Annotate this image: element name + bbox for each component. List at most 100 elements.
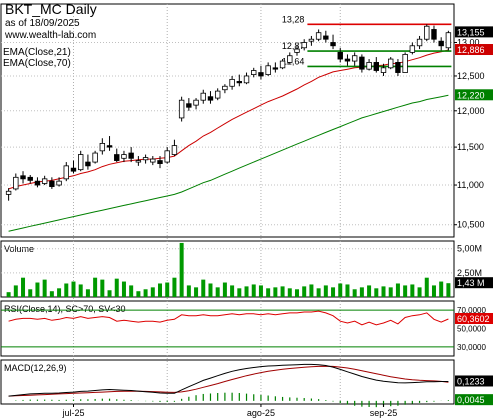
candle-body [409,45,416,53]
candle-body [359,56,365,70]
ema70-line [8,94,449,232]
macd-title: MACD(12,26,9) [4,363,67,373]
candle-body [20,175,26,180]
volume-bar [179,242,184,297]
candle-body [388,58,394,69]
candle-body [207,96,214,101]
candle-body [337,51,343,60]
candle-body [135,160,142,163]
volume-bar [417,287,422,297]
candle-body [251,70,257,75]
x-tick-label: sep-25 [370,408,398,418]
last-close-tag-bg [455,26,493,38]
candle-body [258,72,264,77]
volume-bar [100,279,105,297]
rsi-tick-label: 30,0000 [457,343,486,352]
macd-signal-line [8,365,449,397]
candle-body [301,42,307,49]
candle-body [344,58,351,62]
volume-bar [294,289,299,297]
candle-body [294,48,300,53]
volume-bar [121,281,126,297]
price-tick-label: 10,500 [457,220,485,230]
volume-bar [258,285,263,297]
volume-bar [381,286,386,297]
price-tick-label: 12,500 [457,71,485,81]
ema21-tag: 12,886 [457,45,485,55]
candle-body [323,35,329,40]
volume-bar [165,282,170,297]
candle-body [34,180,41,186]
macd-last-tag-bg [455,375,493,387]
as-of-date: as of 18/09/2025 [5,18,80,29]
candle-body [106,145,113,148]
volume-bar [266,288,271,297]
volume-bar [136,291,141,297]
volume-bar [359,287,364,297]
candle-body [63,165,69,180]
volume-bar [49,291,54,297]
volume-bar [338,283,343,297]
candle-body [351,55,358,62]
volume-bar [150,287,155,297]
candle-body [279,60,286,69]
candle-body [308,38,315,42]
volume-bar [251,284,256,297]
candle-body [114,154,120,161]
rsi-tick-label: 50,0000 [457,325,486,334]
candle-body [424,25,430,40]
volume-bar [93,277,98,297]
volume-bar [316,288,321,297]
candle-body [416,38,423,47]
candle-body [56,180,62,186]
volume-bar [345,284,350,297]
volume-bar [230,285,235,297]
candle-body [78,154,84,171]
macd-line [8,363,449,397]
candle-body [5,190,12,195]
volume-bar [237,288,242,297]
rsi-title: RSI(Close,14), SC>70, SV<30 [4,304,126,314]
volume-tick-label: 2,50M [457,268,482,278]
volume-bar [201,279,206,297]
volume-bar [273,287,278,297]
candle-body [13,176,19,190]
macd-panel [0,359,455,405]
volume-bar [186,285,191,297]
level-label: 12,87 [282,41,305,51]
candle-body [243,75,250,84]
volume-bar [107,290,112,297]
macd-last-tag: 0,1233 [457,376,485,386]
volume-bar [13,285,18,297]
volume-bar [323,285,328,297]
candle-body [380,67,387,73]
rsi-line [8,310,449,326]
volume-bar [309,284,314,297]
ema21-tag-bg [455,44,493,56]
volume-bar [331,287,336,297]
volume-bar [114,278,119,297]
candle-body [178,99,185,119]
volume-bar [388,287,393,297]
candle-body [214,90,221,99]
candle-body [41,178,48,184]
candle-body [164,150,170,163]
volume-bar [395,283,400,297]
rsi-last-tag: 60,3602 [457,314,490,324]
ema70-tag-bg [455,89,493,101]
candle-body [49,180,55,187]
volume-last-tag-bg [455,277,493,289]
volume-bar [287,288,292,297]
volume-bar [85,289,90,297]
candle-body [287,55,293,63]
candle-body [27,176,33,181]
candle-body [85,161,91,167]
candle-body [142,157,149,161]
candle-body [70,167,77,172]
chart-title: BKT_MC Daily [5,1,97,17]
volume-bar [35,282,40,297]
candle-body [373,62,379,71]
candle-body [395,62,401,73]
candle-body [150,158,156,163]
